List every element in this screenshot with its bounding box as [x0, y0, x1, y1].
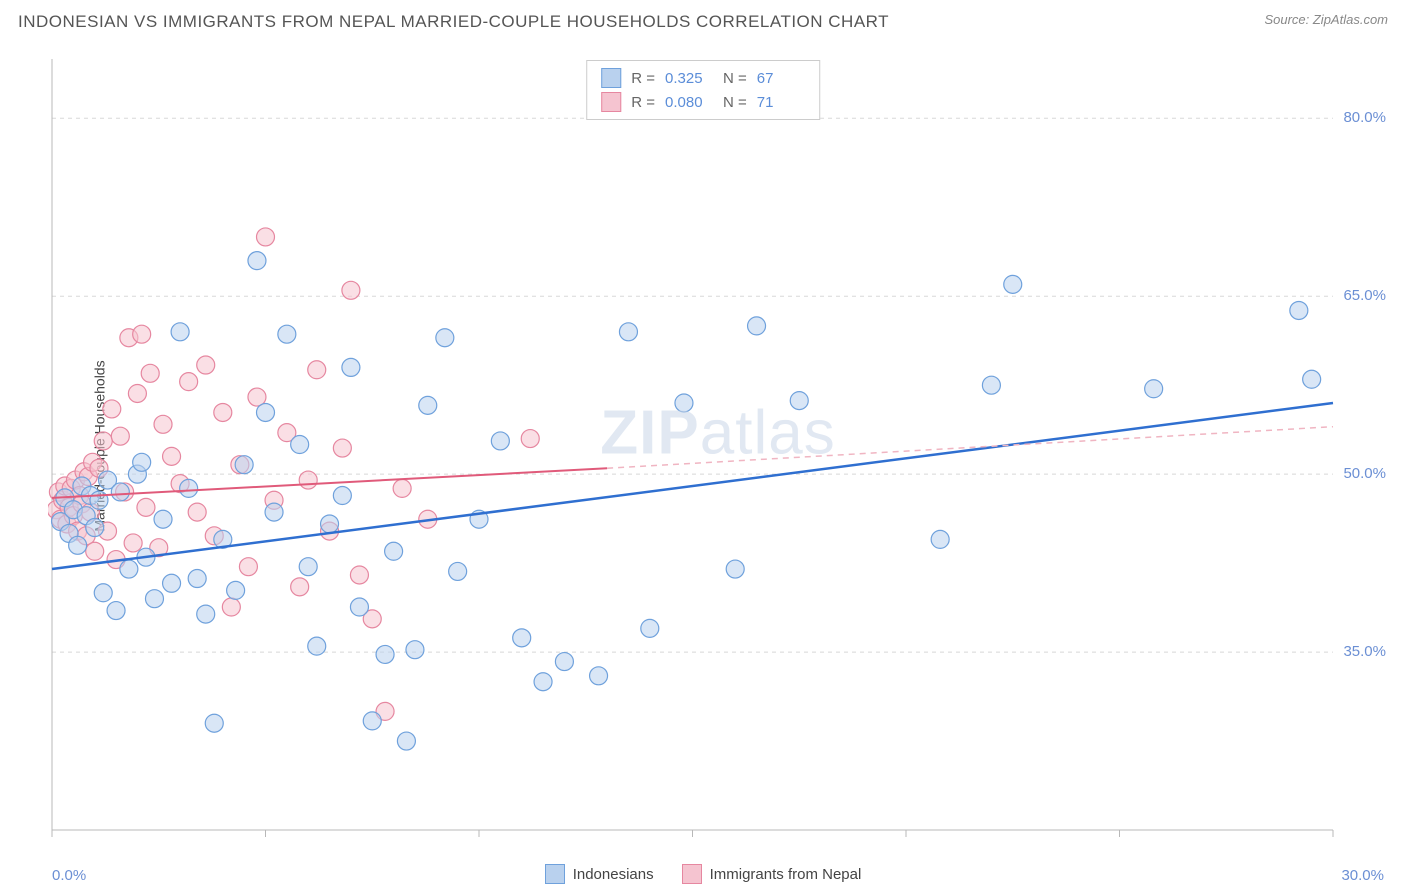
series-legend: Indonesians Immigrants from Nepal [0, 864, 1406, 884]
r-value-pink: 0.080 [665, 94, 713, 111]
n-value-blue: 67 [757, 70, 805, 87]
n-value-pink: 71 [757, 94, 805, 111]
r-value-blue: 0.325 [665, 70, 713, 87]
legend-label-pink: Immigrants from Nepal [710, 866, 862, 883]
stats-legend: R = 0.325 N = 67 R = 0.080 N = 71 [586, 60, 820, 120]
source-label: Source: ZipAtlas.com [1264, 12, 1388, 27]
blue-swatch-icon [545, 864, 565, 884]
legend-item-blue: Indonesians [545, 864, 654, 884]
y-tick-label: 65.0% [1343, 287, 1386, 304]
pink-swatch-icon [682, 864, 702, 884]
stats-row-blue: R = 0.325 N = 67 [601, 66, 805, 90]
legend-label-blue: Indonesians [573, 866, 654, 883]
chart-svg [48, 55, 1388, 842]
n-label: N = [723, 94, 747, 111]
chart-plot-area: ZIPatlas 35.0%50.0%65.0%80.0% [48, 55, 1388, 842]
r-label: R = [631, 70, 655, 87]
r-label: R = [631, 94, 655, 111]
y-tick-label: 35.0% [1343, 643, 1386, 660]
n-label: N = [723, 70, 747, 87]
y-tick-label: 50.0% [1343, 465, 1386, 482]
y-tick-label: 80.0% [1343, 109, 1386, 126]
pink-swatch-icon [601, 92, 621, 112]
legend-item-pink: Immigrants from Nepal [682, 864, 862, 884]
chart-title: INDONESIAN VS IMMIGRANTS FROM NEPAL MARR… [18, 12, 889, 32]
blue-swatch-icon [601, 68, 621, 88]
stats-row-pink: R = 0.080 N = 71 [601, 90, 805, 114]
